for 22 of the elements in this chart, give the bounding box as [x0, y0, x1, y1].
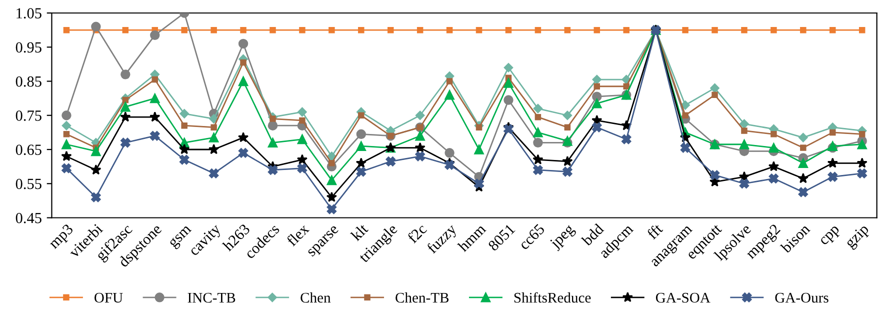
- y-tick-label: 0.55: [16, 178, 42, 190]
- legend-label: GA-Ours: [775, 292, 828, 303]
- legend-label: OFU: [94, 292, 123, 303]
- x-tick-label: gzip: [844, 223, 872, 251]
- y-tick-label: 0.65: [16, 144, 42, 156]
- x-tick-label: cpp: [820, 225, 842, 248]
- x-tick-label: flex: [286, 222, 310, 247]
- y-tick-label: 0.85: [16, 76, 42, 87]
- legend-label: Chen-TB: [396, 292, 449, 303]
- legend-label: INC-TB: [188, 292, 236, 303]
- x-tick-label: hmm: [456, 222, 486, 252]
- y-tick-label: 1.05: [16, 8, 42, 19]
- y-tick-label: 0.45: [16, 212, 42, 224]
- legend-label: ShiftsReduce: [514, 292, 591, 303]
- legend-label: GA-SOA: [656, 292, 710, 303]
- x-tick-label: cc65: [518, 223, 546, 250]
- x-tick-label: gsm: [168, 224, 194, 250]
- x-tick-label: 8051: [488, 224, 516, 252]
- x-tick-label: f2c: [406, 222, 428, 244]
- y-tick-label: 0.75: [16, 110, 42, 121]
- y-tick-label: 0.95: [16, 42, 42, 53]
- legend-label: Chen: [300, 292, 331, 303]
